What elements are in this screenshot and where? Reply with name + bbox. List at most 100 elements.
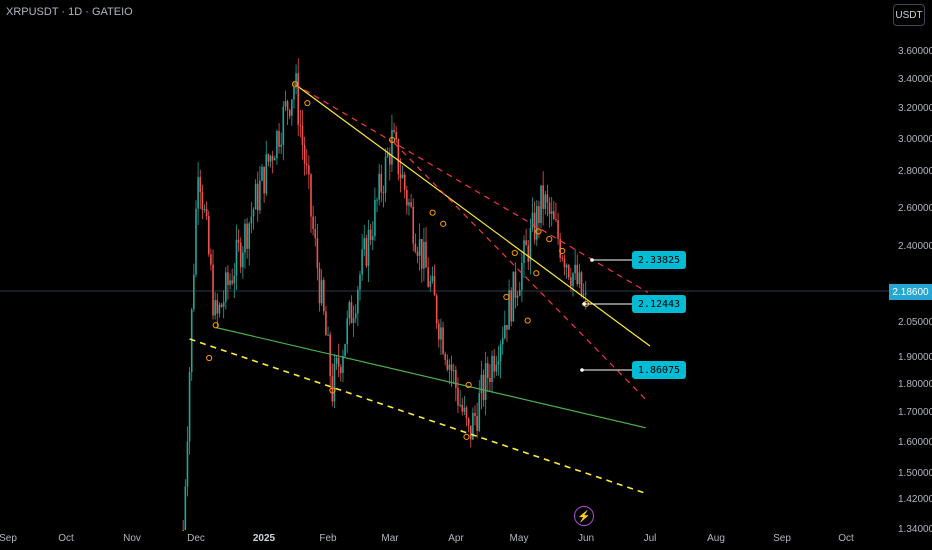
candle-body (188, 372, 191, 442)
touch-marker (304, 99, 311, 107)
candle-body (342, 356, 344, 373)
candle-body (538, 206, 540, 223)
candle-body (391, 129, 393, 165)
candle-body (508, 290, 510, 330)
candle-body (559, 238, 562, 258)
candle-body (397, 139, 400, 175)
candle-body (276, 131, 278, 159)
candle-body (395, 132, 397, 140)
y-tick-label: 3.20000 (898, 103, 932, 114)
candle-body (446, 359, 449, 370)
candle-body (229, 280, 231, 285)
x-tick-label: Apr (448, 533, 464, 544)
candle-body (476, 415, 478, 431)
candle-body (376, 199, 378, 201)
touch-marker (329, 387, 336, 394)
x-tick-label: Mar (381, 533, 399, 544)
candle-body (303, 144, 306, 164)
candle-body (420, 239, 423, 269)
level-dot (580, 368, 584, 372)
x-tick-label: Aug (707, 533, 725, 544)
candle-body (359, 274, 361, 290)
y-tick-label: 3.60000 (898, 46, 932, 57)
candle-body (557, 220, 559, 239)
candle-body (335, 357, 338, 364)
touch-marker (524, 317, 531, 324)
candle-body (365, 238, 368, 266)
x-tick-label: Jul (643, 533, 657, 544)
candle-body (186, 441, 189, 487)
candle-body (550, 211, 553, 214)
candle-body (197, 177, 199, 209)
candle-body (203, 209, 206, 211)
trendline (294, 83, 649, 293)
candle-body (267, 154, 270, 162)
candle-body (467, 418, 470, 426)
candle-body (514, 271, 517, 298)
candle-body (506, 325, 508, 330)
candle-body (361, 249, 363, 275)
candle-body (457, 387, 459, 406)
candle-body (337, 357, 340, 367)
candle-body (340, 366, 342, 373)
candle-body (542, 185, 544, 209)
candle-body (295, 73, 297, 88)
candle-body (480, 374, 483, 394)
y-tick-label: 2.60000 (898, 203, 932, 214)
candle-body (244, 223, 246, 253)
candle-body (214, 300, 216, 316)
candle-body (565, 265, 568, 268)
candle-body (280, 144, 282, 147)
level-label: 2.33825 (632, 251, 686, 269)
candle-body (546, 194, 549, 203)
candle-body (322, 280, 325, 312)
touch-marker (535, 228, 542, 235)
candle-body (231, 280, 233, 284)
x-tick-label: Jun (577, 533, 595, 544)
candle-body (261, 166, 263, 181)
candle-body (393, 129, 395, 133)
candle-body (555, 219, 557, 221)
candle-body (425, 241, 427, 268)
touch-marker (440, 220, 447, 227)
candle-body (305, 163, 308, 166)
level-label: 1.86075 (632, 361, 686, 379)
y-tick-label: 1.34000 (898, 524, 932, 535)
candle-body (410, 202, 412, 207)
candle-body (242, 252, 244, 268)
touch-marker (206, 354, 213, 362)
candle-body (225, 272, 227, 302)
candle-body (531, 212, 534, 229)
candle-body (401, 174, 404, 179)
y-tick-label: 3.00000 (898, 134, 932, 145)
candle-body (237, 239, 240, 243)
currency-unit-button[interactable]: USDT (893, 4, 925, 26)
candle-body (572, 273, 574, 287)
candle-body (367, 229, 370, 266)
candle-body (193, 274, 195, 310)
x-tick-label: May (509, 533, 529, 544)
candle-body (348, 302, 351, 319)
candle-body (474, 412, 476, 416)
candle-body (567, 265, 570, 278)
candle-body (201, 192, 204, 210)
candle-body (489, 377, 491, 383)
candle-body (582, 294, 585, 296)
lightning-icon[interactable]: ⚡ (574, 506, 594, 526)
y-tick-label: 2.40000 (898, 241, 932, 252)
candle-body (493, 356, 495, 372)
candle-body (354, 313, 357, 319)
candle-body (484, 363, 487, 401)
candle-body (271, 155, 274, 161)
candle-body (433, 276, 436, 296)
candle-body (350, 302, 353, 323)
candle-body (512, 271, 515, 322)
candle-body (435, 295, 438, 324)
current-price-tag: 2.18600 (889, 284, 932, 300)
candle-body (282, 106, 285, 145)
candle-body (314, 228, 317, 239)
y-tick-label: 1.42000 (898, 494, 932, 505)
candle-body (448, 364, 451, 370)
touch-marker (429, 209, 436, 216)
